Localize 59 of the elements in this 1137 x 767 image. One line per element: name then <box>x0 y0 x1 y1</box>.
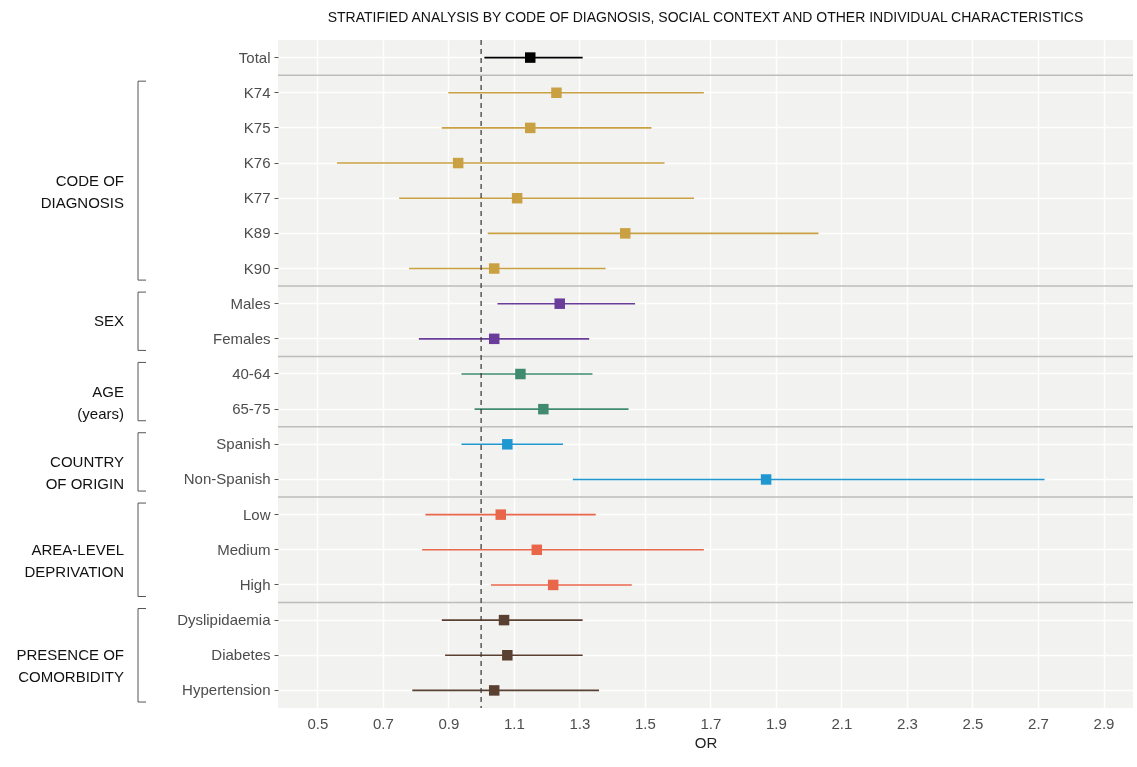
point <box>525 122 536 134</box>
point <box>515 368 526 380</box>
point <box>620 228 631 239</box>
point <box>531 544 543 556</box>
point <box>547 579 559 591</box>
chart-title: STRATIFIED ANALYSIS BY CODE OF DIAGNOSIS, SOCIAL CONTEXT AND OTHER INDIVIDUAL CHARACTERISTICS <box>327 9 1084 26</box>
y-tick-label: K89 <box>243 224 271 242</box>
point <box>551 87 562 98</box>
x-tick-label: 2.5 <box>962 714 984 732</box>
x-tick-label: 2.3 <box>897 714 918 732</box>
y-tick-label: Non-Spanish <box>183 470 271 488</box>
y-tick-label: High <box>239 575 271 593</box>
point <box>488 263 500 274</box>
x-tick-label: 1.5 <box>634 714 656 732</box>
text: COUNTRY OF ORIGIN <box>45 452 124 492</box>
y-tick-label: K75 <box>243 118 271 136</box>
y-tick-label: Spanish <box>216 435 271 453</box>
text: SEX <box>93 312 124 330</box>
x-tick-label: 0.5 <box>307 714 329 732</box>
x-tick-label: 1.9 <box>766 714 787 732</box>
y-tick-label: Hypertension <box>182 681 271 699</box>
point <box>554 298 565 309</box>
y-tick-label: Total <box>238 48 271 66</box>
y-tick-label: K90 <box>243 259 271 277</box>
x-tick-label: 0.9 <box>438 714 460 732</box>
point <box>488 685 500 696</box>
y-tick-label: Dyslipidaemia <box>177 611 272 629</box>
point <box>760 474 772 485</box>
text: AGE (years) <box>77 382 124 422</box>
point <box>502 650 513 661</box>
x-tick-label: 1.3 <box>569 714 591 732</box>
text: PRESENCE OF COMORBIDITY <box>16 646 124 686</box>
x-axis-title: OR <box>694 733 718 751</box>
x-tick-label: 2.9 <box>1093 714 1115 732</box>
y-tick-label: K74 <box>243 83 271 101</box>
point <box>502 439 513 450</box>
y-tick-label: 40-64 <box>232 365 271 382</box>
text: AREA-LEVEL DEPRIVATION <box>24 540 124 580</box>
point <box>525 52 536 63</box>
y-tick-label: 65-75 <box>232 400 271 418</box>
y-tick-label: Females <box>212 329 271 347</box>
y-tick-label: Medium <box>217 540 271 558</box>
x-tick-label: 1.7 <box>700 714 722 732</box>
x-tick-label: 0.7 <box>372 714 394 732</box>
point <box>511 192 523 204</box>
y-tick-label: Males <box>230 294 271 312</box>
point <box>452 157 464 169</box>
text: CODE OF DIAGNOSIS <box>40 171 124 211</box>
y-tick-label: K77 <box>243 189 271 207</box>
point <box>538 403 549 415</box>
point <box>488 333 500 345</box>
x-tick-label: 1.1 <box>503 714 525 732</box>
x-tick-label: 2.7 <box>1028 714 1049 732</box>
x-tick-label: 2.1 <box>831 714 853 732</box>
y-tick-label: Diabetes <box>211 646 271 664</box>
point <box>498 614 510 626</box>
y-tick-label: K76 <box>243 154 271 172</box>
point <box>495 509 506 520</box>
y-tick-label: Low <box>242 505 271 523</box>
